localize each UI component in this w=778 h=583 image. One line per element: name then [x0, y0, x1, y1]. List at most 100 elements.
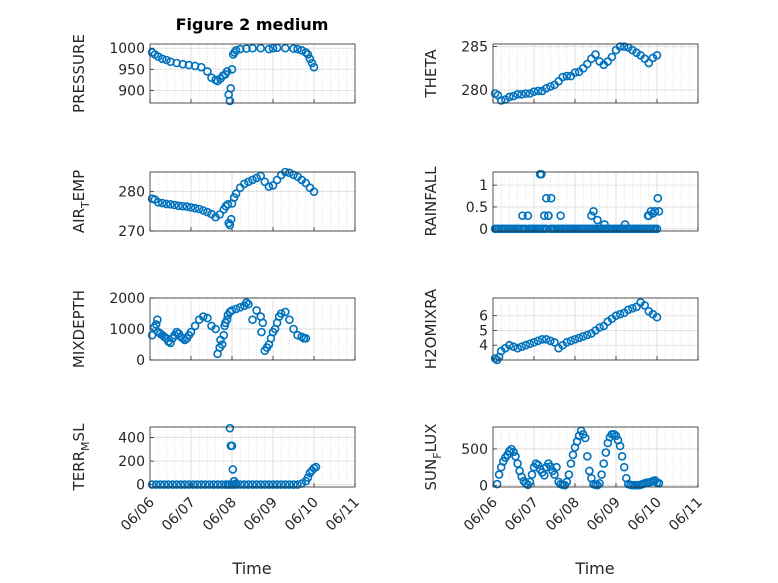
data-point	[600, 220, 609, 229]
data-point	[539, 470, 549, 480]
y-tick-label: 0	[136, 353, 145, 369]
data-point	[178, 201, 188, 211]
data-point	[529, 87, 539, 96]
data-point	[309, 62, 319, 72]
data-point	[264, 480, 274, 489]
data-point	[244, 480, 253, 489]
data-point	[601, 448, 611, 457]
data-point	[591, 50, 600, 59]
data-point	[564, 470, 574, 479]
data-point	[628, 303, 637, 313]
data-point	[147, 480, 157, 489]
data-point	[550, 337, 559, 347]
data-point	[550, 470, 559, 479]
data-point	[180, 480, 190, 489]
data-point	[640, 301, 650, 310]
data-point	[268, 480, 278, 489]
data-point	[227, 306, 237, 315]
data-point	[285, 480, 294, 489]
data-point	[225, 423, 235, 433]
data-point	[303, 50, 313, 59]
data-point	[525, 339, 535, 349]
data-point	[615, 309, 625, 319]
data-point	[285, 315, 294, 325]
data-point	[566, 459, 576, 468]
data-point	[587, 211, 596, 220]
subplot-rainfall: 0 0.5 1 RAINFALL	[422, 166, 699, 238]
data-point	[225, 96, 235, 106]
data-point	[593, 215, 602, 225]
data-point	[213, 480, 222, 489]
data-point	[153, 52, 163, 61]
data-point	[289, 44, 298, 53]
y-tick-label: 280	[461, 83, 488, 99]
data-point	[505, 446, 514, 456]
data-point	[521, 89, 531, 98]
data-point	[240, 179, 249, 189]
data-point	[293, 44, 302, 54]
data-point	[217, 340, 227, 349]
data-point	[623, 305, 633, 315]
y-tick-label: 6	[479, 309, 488, 325]
data-point	[652, 224, 662, 234]
data-point	[289, 170, 298, 180]
data-point	[654, 207, 664, 216]
y-tick-label: 400	[118, 431, 145, 447]
data-point	[533, 460, 543, 470]
data-point	[235, 480, 245, 489]
y-axis-label: AIRTEMP	[70, 170, 92, 233]
axes-frame	[149, 171, 356, 232]
subplot-theta: 280 285 THETA	[422, 40, 699, 105]
y-tick-label: 1	[479, 178, 488, 194]
data-point	[153, 198, 163, 207]
y-tick-label: 4	[479, 338, 488, 354]
data-point	[151, 480, 161, 489]
data-point	[611, 311, 621, 321]
data-point	[264, 44, 274, 54]
data-point	[615, 441, 625, 451]
y-tick-label: 0	[479, 222, 488, 238]
data-point	[582, 59, 592, 69]
subplot-pressure: 900 950 1000 PRESSURE	[70, 34, 356, 113]
data-point	[280, 480, 290, 489]
data-point	[511, 451, 520, 461]
data-point	[264, 182, 274, 191]
data-point	[652, 312, 662, 322]
y-tick-label: 1000	[109, 322, 145, 338]
data-point	[556, 211, 565, 220]
data-point	[217, 480, 227, 489]
data-point	[174, 201, 183, 211]
y-tick-label: 900	[118, 83, 145, 99]
data-point	[593, 480, 602, 490]
data-point	[223, 200, 233, 209]
data-point	[301, 333, 311, 343]
data-point	[494, 470, 504, 479]
y-tick-label: 270	[118, 224, 145, 240]
data-point	[611, 431, 621, 441]
data-point	[260, 480, 270, 489]
data-point	[252, 173, 261, 183]
data-point	[589, 207, 598, 216]
data-point	[151, 320, 161, 329]
data-point	[552, 462, 561, 472]
data-point	[280, 43, 290, 53]
data-point	[203, 313, 212, 323]
data-point	[537, 169, 546, 179]
data-point	[272, 480, 282, 489]
data-point	[276, 480, 286, 489]
data-point	[197, 62, 206, 72]
data-point	[252, 480, 261, 489]
data-point	[523, 211, 533, 220]
data-point	[194, 204, 204, 214]
data-point	[190, 321, 200, 331]
data-point	[215, 210, 224, 219]
data-point	[162, 199, 171, 209]
data-point	[539, 211, 549, 220]
data-point	[176, 480, 186, 489]
data-point	[289, 480, 298, 489]
data-point	[172, 480, 181, 489]
data-point	[513, 343, 522, 353]
data-point	[513, 90, 522, 99]
y-axis-label: TERRMSL	[70, 423, 92, 492]
data-point	[222, 315, 232, 325]
